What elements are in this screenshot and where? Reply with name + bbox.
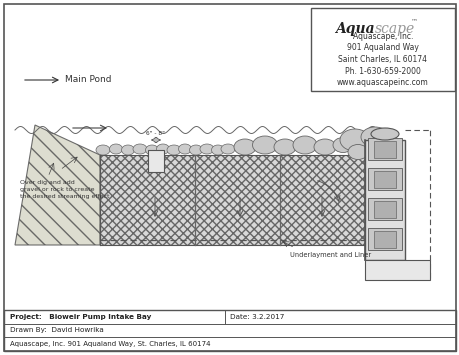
Bar	[373, 171, 395, 188]
Ellipse shape	[96, 145, 110, 155]
Ellipse shape	[339, 129, 369, 151]
Polygon shape	[15, 125, 100, 245]
Bar	[367, 168, 401, 190]
Text: Project:   Bioweir Pump Intake Bay: Project: Bioweir Pump Intake Bay	[10, 314, 151, 320]
Bar	[364, 260, 429, 280]
Text: Ph. 1-630-659-2000: Ph. 1-630-659-2000	[344, 66, 420, 76]
Ellipse shape	[145, 145, 158, 155]
Ellipse shape	[332, 137, 352, 153]
Ellipse shape	[274, 139, 295, 155]
Ellipse shape	[200, 144, 213, 154]
Bar	[310, 8, 454, 91]
Polygon shape	[100, 155, 364, 245]
Text: Main Pond: Main Pond	[65, 76, 111, 84]
Ellipse shape	[167, 145, 180, 155]
Text: ™: ™	[410, 18, 417, 24]
Ellipse shape	[211, 145, 224, 155]
Text: Drawn By:  David Howrika: Drawn By: David Howrika	[10, 327, 104, 333]
Bar	[148, 150, 164, 172]
Ellipse shape	[313, 139, 335, 155]
Bar	[373, 141, 395, 158]
Bar	[367, 138, 401, 160]
Text: Aquascape, Inc. 901 Aqualand Way, St. Charles, IL 60174: Aquascape, Inc. 901 Aqualand Way, St. Ch…	[10, 341, 210, 347]
Text: Aquascape, Inc.: Aquascape, Inc.	[352, 32, 412, 41]
Text: 901 Aqualand Way: 901 Aqualand Way	[346, 44, 418, 53]
Ellipse shape	[109, 144, 122, 154]
Text: scape: scape	[374, 22, 414, 36]
Bar	[373, 201, 395, 218]
Ellipse shape	[133, 144, 147, 154]
Bar	[367, 228, 401, 250]
Ellipse shape	[121, 145, 134, 155]
Ellipse shape	[292, 136, 316, 154]
Bar	[4, 310, 455, 351]
Ellipse shape	[178, 144, 191, 154]
Text: www.aquascapeinc.com: www.aquascapeinc.com	[336, 78, 428, 87]
Bar	[364, 140, 404, 260]
Text: Aqua: Aqua	[335, 22, 374, 36]
Text: Date: 3.2.2017: Date: 3.2.2017	[230, 314, 284, 320]
Ellipse shape	[360, 127, 388, 147]
Bar	[367, 198, 401, 220]
Bar	[373, 231, 395, 248]
Text: Underlayment and Liner: Underlayment and Liner	[289, 252, 370, 258]
Ellipse shape	[156, 144, 169, 154]
Ellipse shape	[370, 128, 398, 140]
Text: Over dig and add
gravel or rock to create
the desired streaming effect: Over dig and add gravel or rock to creat…	[20, 180, 109, 199]
Text: Saint Charles, IL 60174: Saint Charles, IL 60174	[338, 55, 426, 64]
Text: 6" - 8": 6" - 8"	[146, 131, 165, 136]
Ellipse shape	[347, 144, 367, 159]
Ellipse shape	[220, 144, 235, 154]
Ellipse shape	[189, 145, 202, 155]
Ellipse shape	[234, 139, 256, 155]
Ellipse shape	[252, 136, 277, 154]
